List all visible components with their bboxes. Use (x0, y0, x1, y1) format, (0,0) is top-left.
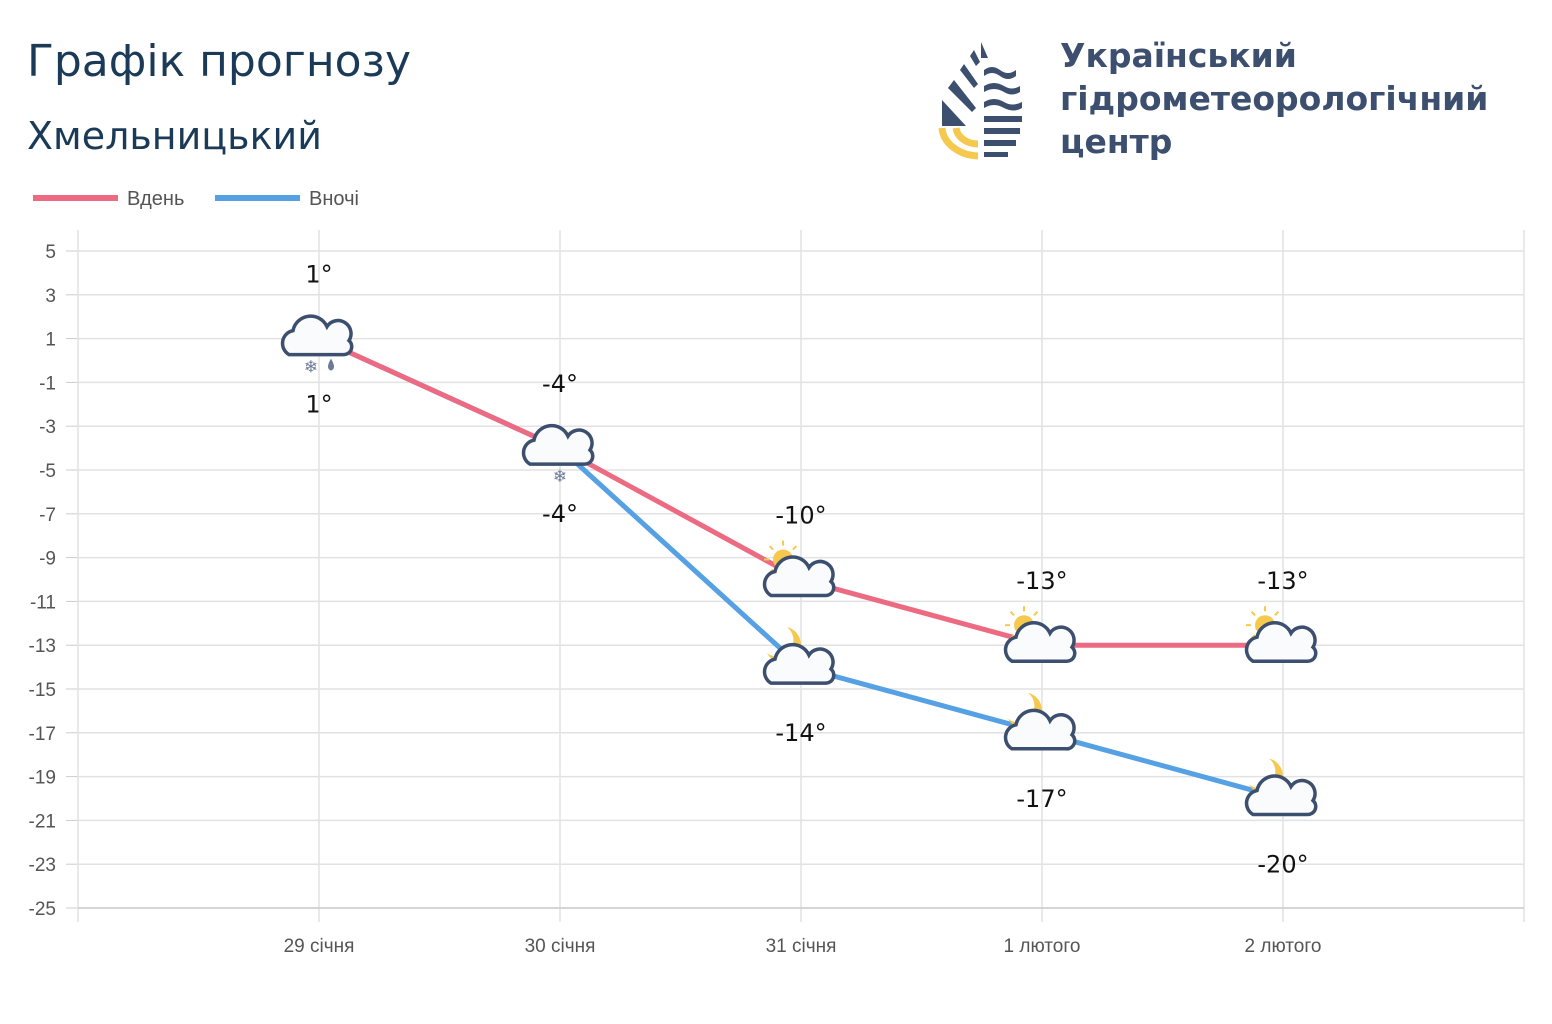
x-tick-label: 2 лютого (1245, 936, 1322, 957)
day-data-label: -13° (1016, 567, 1067, 595)
cloud-icon (280, 314, 354, 357)
y-tick-label: -11 (30, 592, 56, 613)
cloud-icon (762, 642, 836, 685)
sun-ray (768, 545, 774, 551)
day-data-label: -10° (775, 502, 826, 530)
y-tick-label: -15 (29, 680, 56, 701)
cloud-icon (521, 423, 595, 466)
y-tick-label: -1 (39, 373, 56, 394)
y-tick-label: -21 (29, 811, 56, 832)
x-tick-label: 29 січня (284, 936, 355, 957)
snowflake-icon: ❄ (553, 467, 567, 487)
day-data-label: -13° (1257, 567, 1308, 595)
day-cloud-snow-rain-icon: ❄ (280, 314, 354, 378)
day-data-label: 1° (305, 261, 332, 289)
org-line-1: Український (1060, 36, 1297, 75)
sun-ray (1009, 611, 1015, 617)
y-tick-label: 5 (45, 242, 56, 263)
cloud-icon (1244, 774, 1318, 817)
y-tick-label: -7 (39, 505, 56, 526)
sun-ray (1033, 611, 1039, 617)
org-line-3: центр (1060, 122, 1173, 161)
night-data-label: -14° (775, 719, 826, 747)
legend-label-day: Вдень (127, 188, 184, 210)
night-moon-cloud-icon (1244, 758, 1318, 817)
night-data-label: -17° (1016, 785, 1067, 813)
raindrop-icon (328, 358, 334, 371)
night-data-label: -4° (542, 500, 578, 528)
cloud-icon (1003, 620, 1077, 663)
night-data-label: -20° (1257, 851, 1308, 879)
cloud-icon (1003, 708, 1077, 751)
cloud-icon (1244, 620, 1318, 663)
sun-ray (1274, 611, 1280, 617)
night-moon-cloud-icon (762, 627, 836, 685)
x-tick-label: 30 січня (525, 936, 596, 957)
snowflake-icon: ❄ (304, 358, 318, 378)
x-tick-label: 31 січня (766, 936, 837, 957)
legend-label-night: Вночі (309, 188, 359, 210)
y-tick-label: -17 (29, 724, 56, 745)
y-tick-label: -19 (29, 768, 56, 789)
y-tick-label: -13 (29, 636, 56, 657)
sun-ray (1250, 611, 1256, 617)
day-sun-cloud-icon (1003, 606, 1077, 663)
y-tick-label: 3 (45, 286, 56, 307)
day-sun-cloud-icon (1244, 606, 1318, 663)
y-tick-label: 1 (45, 330, 56, 351)
city-name: Хмельницький (27, 114, 322, 158)
day-sun-cloud-icon (762, 540, 836, 598)
org-line-2: гідрометеорологічний (1060, 79, 1489, 118)
page-title: Графік прогнозу (27, 36, 411, 87)
night-moon-cloud-icon (1003, 692, 1077, 751)
sun-ray (792, 545, 798, 551)
y-tick-label: -25 (29, 899, 56, 920)
night-data-label: 1° (305, 391, 332, 419)
cloud-icon (762, 555, 836, 598)
day-data-label: -4° (542, 370, 578, 398)
y-tick-label: -9 (39, 549, 56, 570)
day-cloud-snow-icon: ❄ (521, 423, 595, 487)
organization-name: Український гідрометеорологічний центр (1060, 34, 1488, 163)
logo-icon (938, 42, 1022, 160)
y-tick-label: -23 (29, 855, 56, 876)
x-tick-label: 1 лютого (1004, 936, 1081, 957)
y-tick-label: -3 (39, 417, 56, 438)
y-tick-label: -5 (39, 461, 56, 482)
